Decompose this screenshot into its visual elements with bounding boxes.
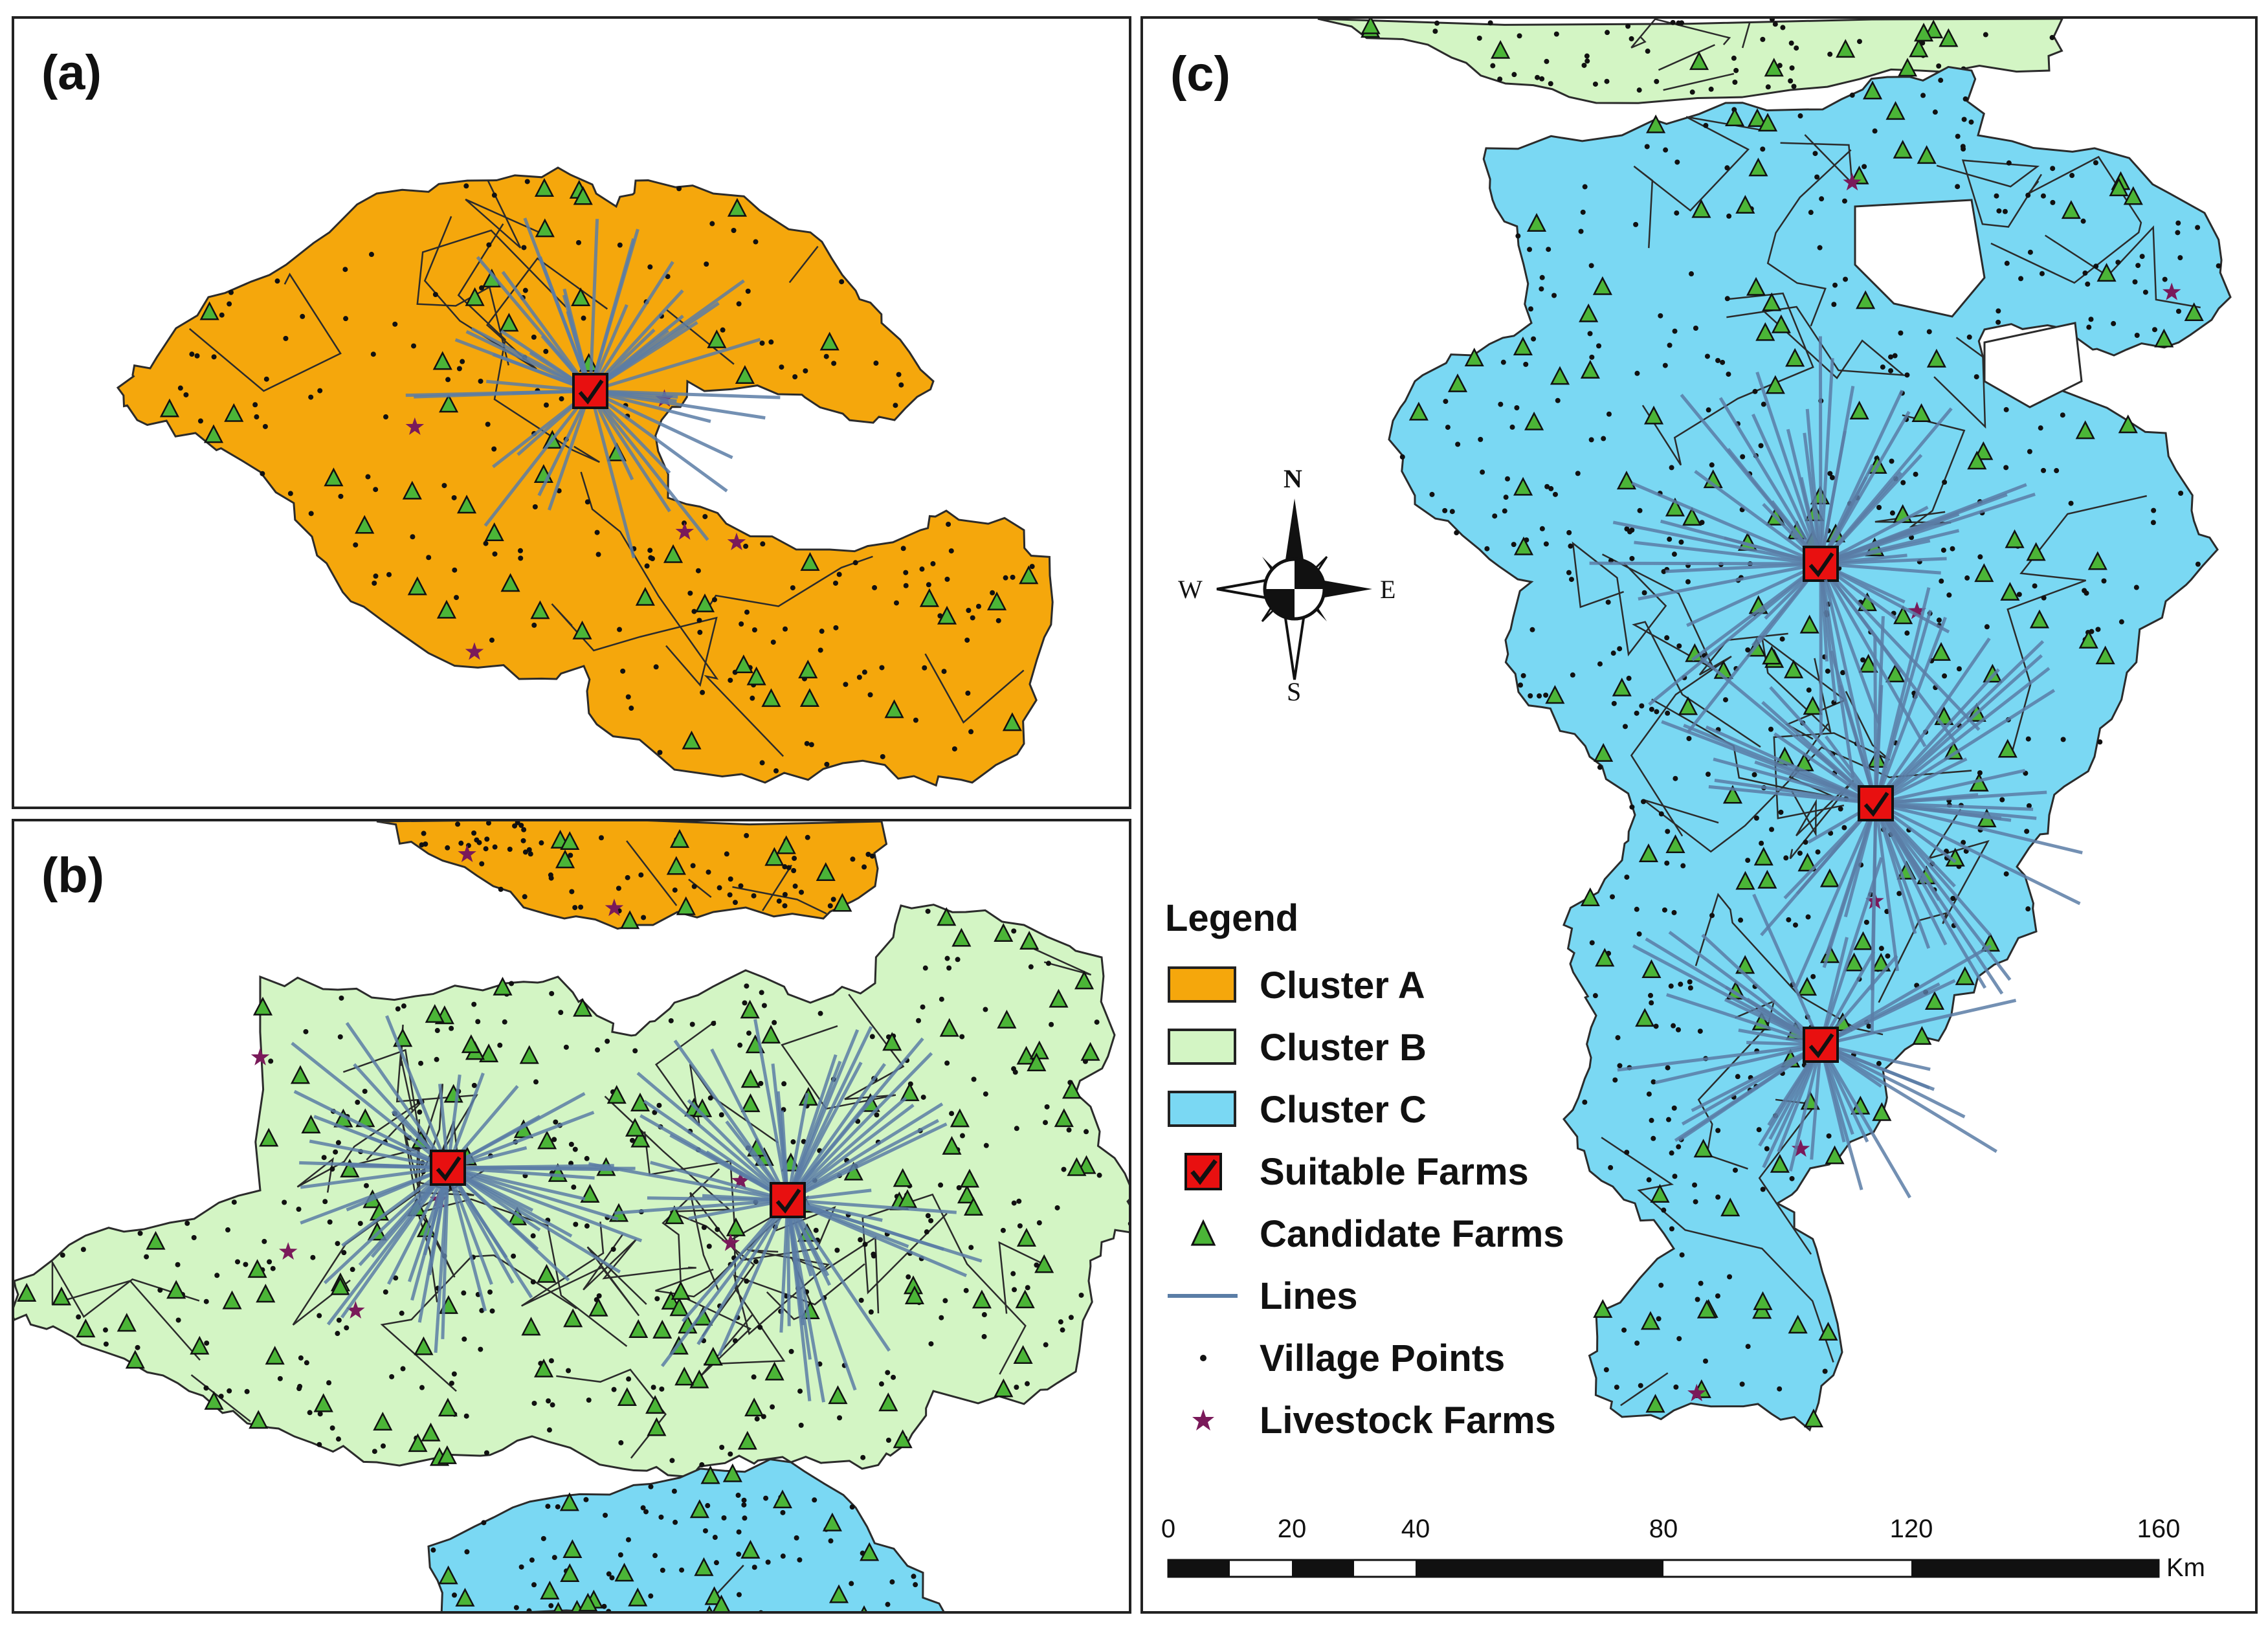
legend-item-candidate-farms: Candidate Farms bbox=[1165, 1203, 1564, 1265]
panel-label-c: (c) bbox=[1170, 47, 1230, 102]
legend-label-cluster-c: Cluster C bbox=[1260, 1088, 1427, 1131]
compass-rose-icon: N S W E bbox=[1178, 464, 1411, 706]
panel-label-a: (a) bbox=[41, 45, 102, 100]
legend-label-cluster-b: Cluster B bbox=[1260, 1026, 1427, 1069]
scale-tick-0: 0 bbox=[1161, 1515, 1176, 1543]
swatch-orange-icon bbox=[1165, 963, 1243, 1008]
legend-item-lines: Lines bbox=[1165, 1265, 1564, 1327]
swatch-light-green-icon bbox=[1165, 1025, 1243, 1070]
map-c-canvas bbox=[1317, 19, 2232, 1432]
legend-item-livestock-farms: Livestock Farms bbox=[1165, 1389, 1564, 1451]
compass-s: S bbox=[1287, 677, 1302, 706]
scale-bar-graphic bbox=[1167, 1559, 2160, 1578]
legend-label-candidate-farms: Candidate Farms bbox=[1260, 1212, 1564, 1255]
panel-label-b: (b) bbox=[41, 848, 105, 903]
legend-item-suitable-farms: Suitable Farms bbox=[1165, 1141, 1564, 1203]
blue-line-icon bbox=[1165, 1273, 1243, 1319]
scale-tick-20: 20 bbox=[1277, 1515, 1307, 1543]
legend-label-cluster-a: Cluster A bbox=[1260, 964, 1425, 1007]
legend-item-cluster-a: Cluster A bbox=[1165, 954, 1564, 1016]
scale-bar: 0 20 40 80 120 160 Km bbox=[1161, 1515, 2249, 1592]
legend-label-lines: Lines bbox=[1260, 1275, 1358, 1317]
scale-unit: Km bbox=[2166, 1554, 2205, 1582]
legend-label-livestock-farms: Livestock Farms bbox=[1260, 1399, 1556, 1442]
map-panel-c: (c) bbox=[1140, 16, 2258, 1614]
scale-tick-80: 80 bbox=[1649, 1515, 1678, 1543]
compass-e: E bbox=[1380, 575, 1396, 604]
scale-tick-160: 160 bbox=[2137, 1515, 2181, 1543]
map-b-canvas bbox=[14, 821, 1129, 1611]
compass-n: N bbox=[1284, 464, 1302, 493]
black-dot-icon bbox=[1165, 1335, 1243, 1381]
scale-tick-120: 120 bbox=[1889, 1515, 1933, 1543]
scale-tick-40: 40 bbox=[1401, 1515, 1430, 1543]
red-check-square-icon bbox=[1165, 1149, 1243, 1194]
legend-label-village-points: Village Points bbox=[1260, 1337, 1506, 1379]
map-a-canvas bbox=[116, 166, 1054, 787]
map-panel-b: (b) bbox=[12, 819, 1131, 1614]
legend-item-village-points: Village Points bbox=[1165, 1327, 1564, 1389]
legend-item-cluster-b: Cluster B bbox=[1165, 1016, 1564, 1078]
legend-title: Legend bbox=[1165, 897, 1299, 939]
swatch-light-blue-icon bbox=[1165, 1087, 1243, 1132]
green-triangle-icon bbox=[1165, 1211, 1243, 1256]
map-panel-a: (a) bbox=[12, 16, 1131, 809]
legend-label-suitable-farms: Suitable Farms bbox=[1260, 1150, 1529, 1193]
legend-item-cluster-c: Cluster C bbox=[1165, 1078, 1564, 1141]
compass-w: W bbox=[1178, 575, 1203, 604]
purple-star-icon bbox=[1165, 1398, 1243, 1443]
map-legend: Legend Cluster A Cluster B Cluster C Sui… bbox=[1165, 897, 1564, 1451]
